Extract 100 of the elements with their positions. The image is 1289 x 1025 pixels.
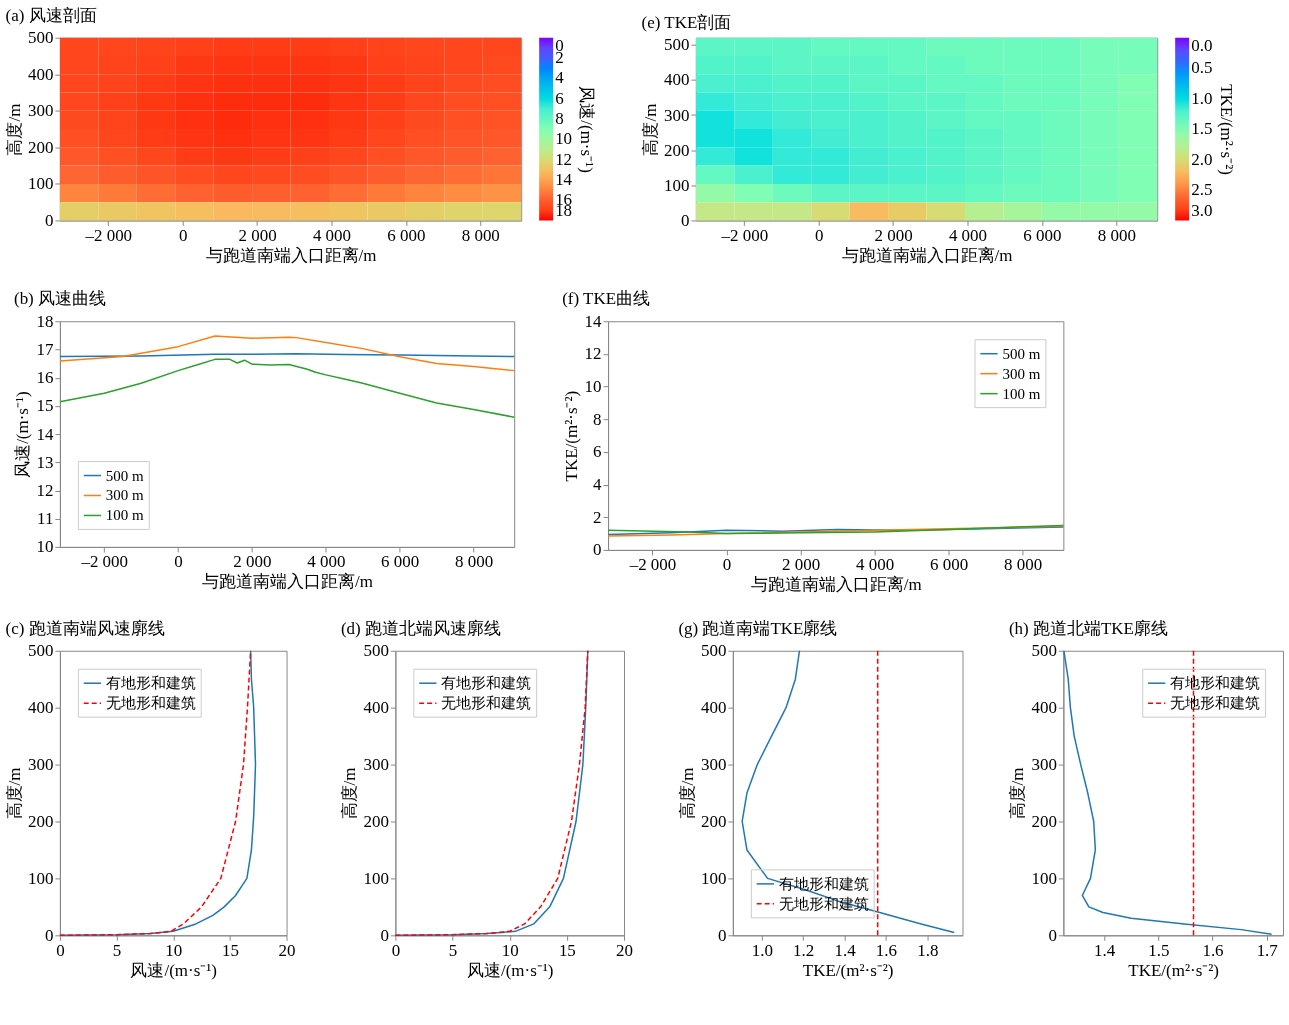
color-bar-label: 6	[555, 88, 564, 108]
x-tick-label: 8 000	[1097, 225, 1136, 245]
y-tick-label: 500	[27, 641, 54, 661]
chart-title: (e) TKE剖面	[641, 12, 732, 32]
x-tick-label: 1.6	[1202, 940, 1224, 960]
y-tick-label: 18	[36, 311, 54, 331]
line-series	[741, 650, 955, 934]
chart-title: (h) 跑道北端TKE廓线	[1008, 618, 1168, 638]
x-tick-label: 4 000	[948, 225, 988, 245]
legend-label: 无地形和建筑	[105, 695, 196, 712]
y-tick-label: 100	[363, 868, 389, 888]
legend-label: 有地形和建筑	[441, 675, 532, 692]
y-tick-label: 300	[663, 105, 690, 125]
x-tick-label: 1.5	[1148, 940, 1170, 960]
color-bar-title: 风速/(m·s⁻¹)	[577, 86, 597, 173]
y-axis-title: 高度/m	[640, 103, 660, 156]
x-tick-label: 0	[814, 225, 824, 245]
y-tick-label: 100	[27, 868, 54, 888]
x-axis-title: TKE/(m²·s⁻²)	[1128, 960, 1219, 980]
color-bar-label: 1.0	[1191, 88, 1213, 108]
y-tick-label: 500	[363, 641, 389, 661]
y-axis-title: 高度/m	[4, 767, 24, 820]
y-tick-label: 200	[700, 811, 727, 831]
x-tick-label: 6 000	[930, 555, 969, 575]
y-tick-label: 16	[36, 368, 54, 388]
x-tick-label: 1.4	[834, 940, 857, 960]
color-bar-label: 2.5	[1191, 179, 1213, 199]
line-series	[59, 335, 515, 372]
y-tick-label: 17	[36, 339, 54, 359]
y-tick-label: 500	[700, 641, 727, 661]
legend-label: 100 m	[105, 507, 145, 524]
x-tick-label: 4 000	[307, 552, 346, 572]
y-axis-title: 高度/m	[677, 767, 697, 820]
x-tick-label: 5	[448, 940, 458, 960]
y-tick-label: 200	[27, 811, 54, 831]
legend-label: 无地形和建筑	[1170, 695, 1261, 712]
legend-label: 500 m	[1002, 345, 1041, 362]
y-tick-label: 500	[1031, 641, 1057, 661]
y-tick-label: 200	[1031, 811, 1057, 831]
x-tick-label: 8 000	[461, 225, 500, 245]
y-tick-label: 500	[27, 28, 54, 48]
color-bar-label: 12	[555, 149, 573, 169]
color-bar-label: 3.0	[1191, 201, 1213, 221]
x-axis-title: 与跑道南端入口距离/m	[202, 572, 374, 592]
legend-label: 300 m	[1002, 365, 1041, 382]
y-tick-label: 100	[1031, 868, 1057, 888]
color-bar-label: 10	[555, 129, 573, 149]
x-tick-label: –2 000	[720, 225, 769, 245]
x-tick-label: 15	[558, 940, 576, 960]
chart-title: (c) 跑道南端风速廓线	[5, 618, 165, 638]
y-tick-label: 15	[36, 396, 54, 416]
y-tick-label: 400	[700, 698, 727, 718]
y-axis-title: 高度/m	[4, 103, 24, 156]
y-axis-title: TKE/(m²·s⁻²)	[561, 390, 581, 482]
x-axis-title: 与跑道南端入口距离/m	[205, 245, 377, 265]
chart-title: (b) 风速曲线	[13, 289, 107, 309]
y-axis-title: 风速/(m·s⁻¹)	[13, 391, 33, 478]
x-tick-label: 1.4	[1093, 940, 1116, 960]
y-tick-label: 300	[1031, 755, 1057, 775]
x-axis-title: 风速/(m·s⁻¹)	[130, 960, 218, 980]
x-tick-label: 2 000	[238, 225, 277, 245]
x-tick-label: 1.2	[793, 940, 815, 960]
y-tick-label: 0	[717, 925, 727, 945]
legend-label: 无地形和建筑	[441, 695, 532, 712]
x-tick-label: 10	[501, 940, 519, 960]
x-tick-label: 4 000	[855, 555, 895, 575]
x-tick-label: 2 000	[874, 225, 913, 245]
x-tick-label: 6 000	[1023, 225, 1062, 245]
y-axis-title: 高度/m	[1008, 767, 1028, 820]
x-tick-label: 1.6	[875, 940, 898, 960]
y-tick-label: 400	[363, 698, 389, 718]
x-tick-label: 8 000	[1004, 555, 1043, 575]
x-tick-label: –2 000	[84, 225, 133, 245]
x-tick-label: 5	[112, 940, 122, 960]
y-tick-label: 100	[27, 174, 54, 194]
x-tick-label: 4 000	[312, 225, 352, 245]
y-tick-label: 300	[27, 755, 54, 775]
chart-title: (d) 跑道北端风速廓线	[340, 618, 501, 638]
x-tick-label: 8 000	[454, 552, 494, 572]
x-axis-title: 与跑道南端入口距离/m	[750, 575, 922, 595]
y-tick-label: 10	[584, 377, 602, 397]
y-tick-label: 400	[1031, 698, 1057, 718]
color-bar-title: TKE/(m²·s⁻²)	[1217, 84, 1237, 175]
y-tick-label: 10	[36, 537, 54, 557]
color-bar-label: 1.5	[1191, 119, 1213, 139]
y-tick-label: 4	[593, 475, 603, 495]
y-tick-label: 2	[593, 507, 602, 527]
x-axis-title: 与跑道南端入口距离/m	[841, 245, 1013, 265]
y-tick-label: 400	[27, 64, 54, 84]
x-tick-label: –2 000	[628, 555, 677, 575]
y-tick-label: 300	[700, 755, 727, 775]
x-tick-label: 2 000	[233, 552, 272, 572]
y-tick-label: 6	[593, 442, 602, 462]
y-tick-label: 500	[663, 35, 690, 55]
color-bar-label: 8	[555, 108, 564, 128]
x-tick-label: 15	[221, 940, 239, 960]
color-bar-label: 14	[555, 169, 573, 189]
y-tick-label: 14	[584, 311, 603, 331]
y-tick-label: 300	[363, 755, 389, 775]
x-axis-title: TKE/(m²·s⁻²)	[802, 960, 894, 980]
